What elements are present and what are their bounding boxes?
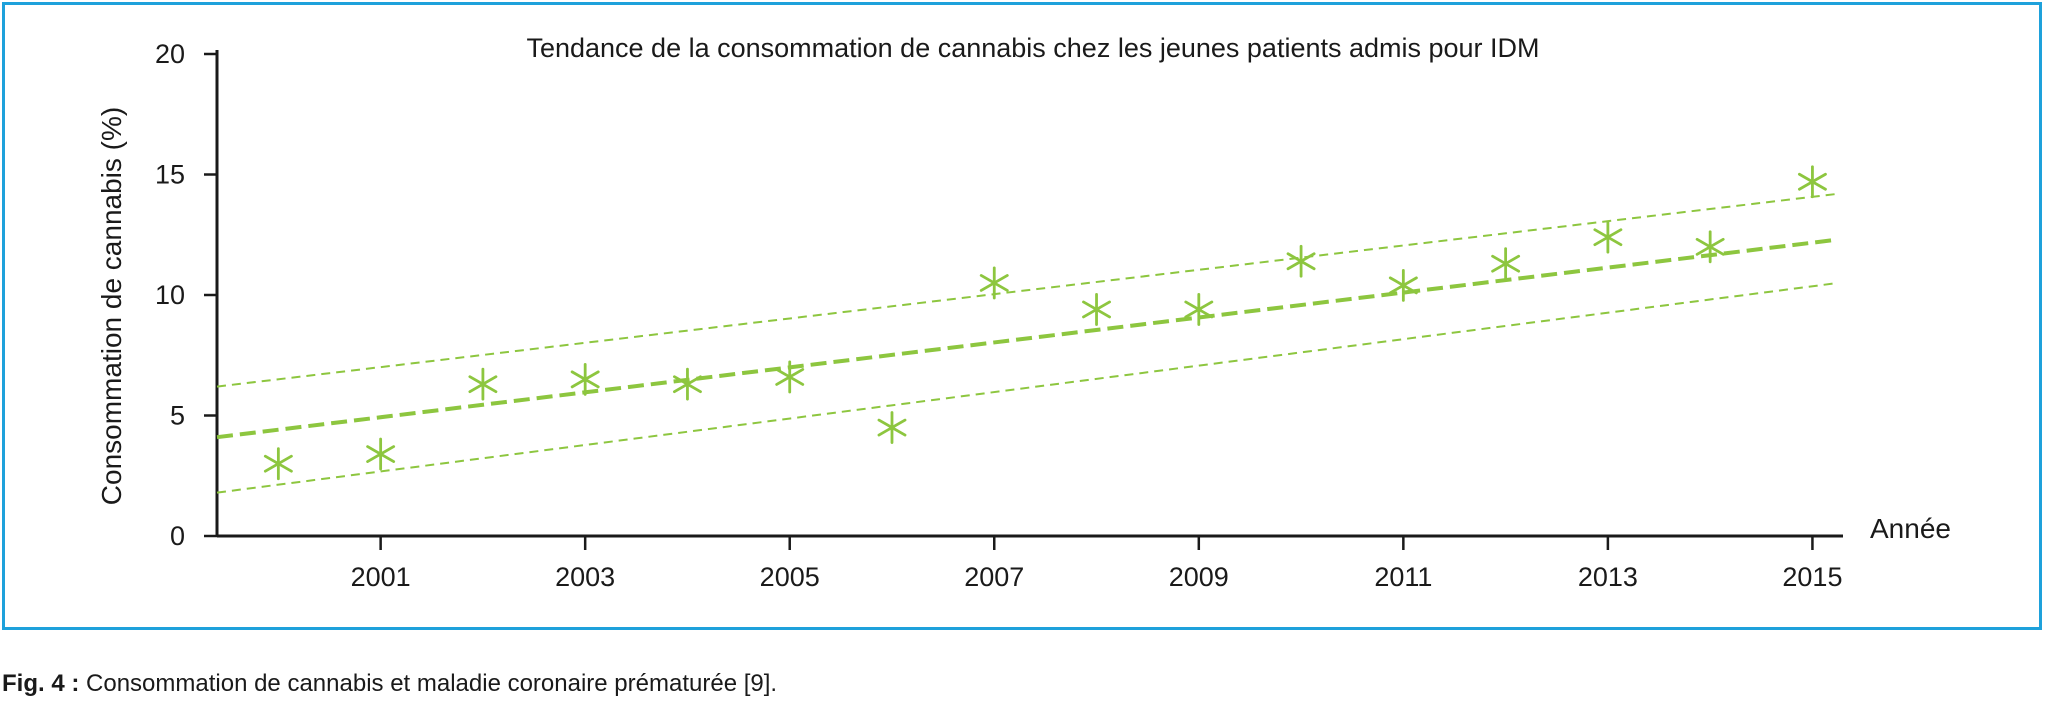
data-point-2015 (1797, 165, 1827, 199)
x-tick-label-2009: 2009 (1169, 562, 1229, 592)
x-tick-label-2001: 2001 (351, 562, 411, 592)
y-tick-label-5: 5 (170, 401, 185, 431)
data-point-2013-stroke-b (1593, 228, 1623, 247)
y-tick-label-20: 20 (155, 39, 185, 69)
trend-line-regression (216, 237, 1839, 440)
data-point-2013 (1593, 220, 1623, 254)
figure-frame: 0 5 10 15 20 2001 2003 2005 2007 2009 2011 2013 2015… (2, 2, 2042, 630)
caption-label: Fig. 4 : (2, 670, 80, 697)
trend-lines (216, 192, 1839, 494)
data-point-2007-stroke-b (979, 274, 1009, 292)
data-point-2006 (877, 411, 907, 444)
data-point-2010 (1286, 244, 1316, 278)
chart: 0 5 10 15 20 2001 2003 2005 2007 2009 2011 2013 2015… (96, 33, 1951, 592)
data-point-2009-stroke-b (1184, 300, 1214, 319)
chart-title: Tendance de la consommation de cannabis … (526, 33, 1539, 63)
caption-text: Consommation de cannabis et maladie coro… (86, 670, 778, 697)
data-point-2008-stroke-b (1082, 300, 1111, 319)
data-point-2005 (775, 360, 805, 394)
axes: 0 5 10 15 20 2001 2003 2005 2007 2009 2011 2013 2015 (155, 39, 1843, 592)
data-point-2009 (1184, 293, 1214, 326)
data-point-2001 (366, 437, 396, 471)
data-point-2011 (1388, 268, 1418, 302)
data-point-2015-stroke-b (1797, 172, 1827, 191)
data-point-2006-stroke-b (877, 418, 907, 437)
x-axis-title: Année (1870, 513, 1951, 544)
y-tick-label-0: 0 (170, 521, 185, 551)
figure-caption: Fig. 4 : Consommation de cannabis et mal… (2, 670, 777, 698)
data-point-2000 (263, 447, 293, 481)
data-point-2014-stroke-b (1695, 237, 1725, 256)
data-point-2010-stroke-b (1286, 252, 1316, 271)
data-point-2004 (672, 367, 702, 401)
x-tick-label-2013: 2013 (1578, 562, 1638, 592)
data-point-2000-stroke-b (263, 454, 293, 473)
data-points (263, 165, 1827, 481)
x-tick-label-2011: 2011 (1374, 562, 1432, 592)
data-point-2007 (979, 266, 1009, 300)
data-point-2004-stroke-b (672, 375, 702, 394)
trend-line-confidence-1 (216, 192, 1839, 388)
y-tick-label-15: 15 (155, 160, 185, 190)
data-point-2012 (1491, 247, 1521, 281)
data-point-2003 (570, 362, 600, 396)
data-point-2003-stroke-b (570, 370, 600, 389)
data-point-2005-stroke-b (775, 368, 805, 386)
data-point-2014 (1695, 230, 1725, 264)
x-tick-label-2007: 2007 (964, 562, 1024, 592)
data-point-2011-stroke-b (1388, 276, 1418, 295)
data-point-2002-stroke-b (468, 375, 498, 394)
data-point-2008 (1082, 293, 1111, 326)
y-tick-label-10: 10 (155, 280, 185, 310)
data-point-2001-stroke-b (366, 445, 396, 463)
trend-line-confidence-2 (216, 281, 1839, 494)
x-tick-label-2015: 2015 (1782, 562, 1842, 592)
x-tick-label-2003: 2003 (555, 562, 615, 592)
y-axis-title: Consommation de cannabis (%) (96, 107, 127, 505)
x-tick-label-2005: 2005 (760, 562, 820, 592)
data-point-2012-stroke-b (1491, 254, 1521, 273)
data-point-2002 (468, 367, 498, 401)
